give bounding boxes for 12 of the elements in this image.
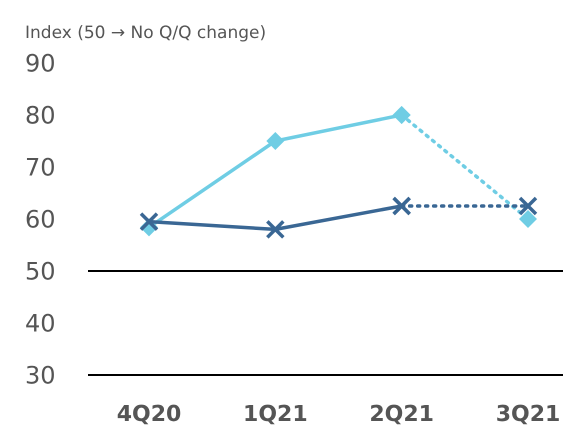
y-tick-label: 50 [25,257,56,286]
x-tick-label: 1Q21 [243,402,308,427]
y-tick-label: 80 [25,101,56,130]
y-axis-title: Index (50 → No Q/Q change) [25,23,266,43]
x-tick-label: 4Q20 [116,402,182,427]
x-tick-label: 2Q21 [369,402,434,427]
x-tick-label: 3Q21 [496,402,560,427]
y-tick-label: 60 [25,205,56,234]
y-tick-label: 70 [25,153,56,182]
y-tick-label: 30 [25,361,56,390]
y-tick-label: 90 [25,49,56,78]
y-tick-label: 40 [25,309,56,338]
